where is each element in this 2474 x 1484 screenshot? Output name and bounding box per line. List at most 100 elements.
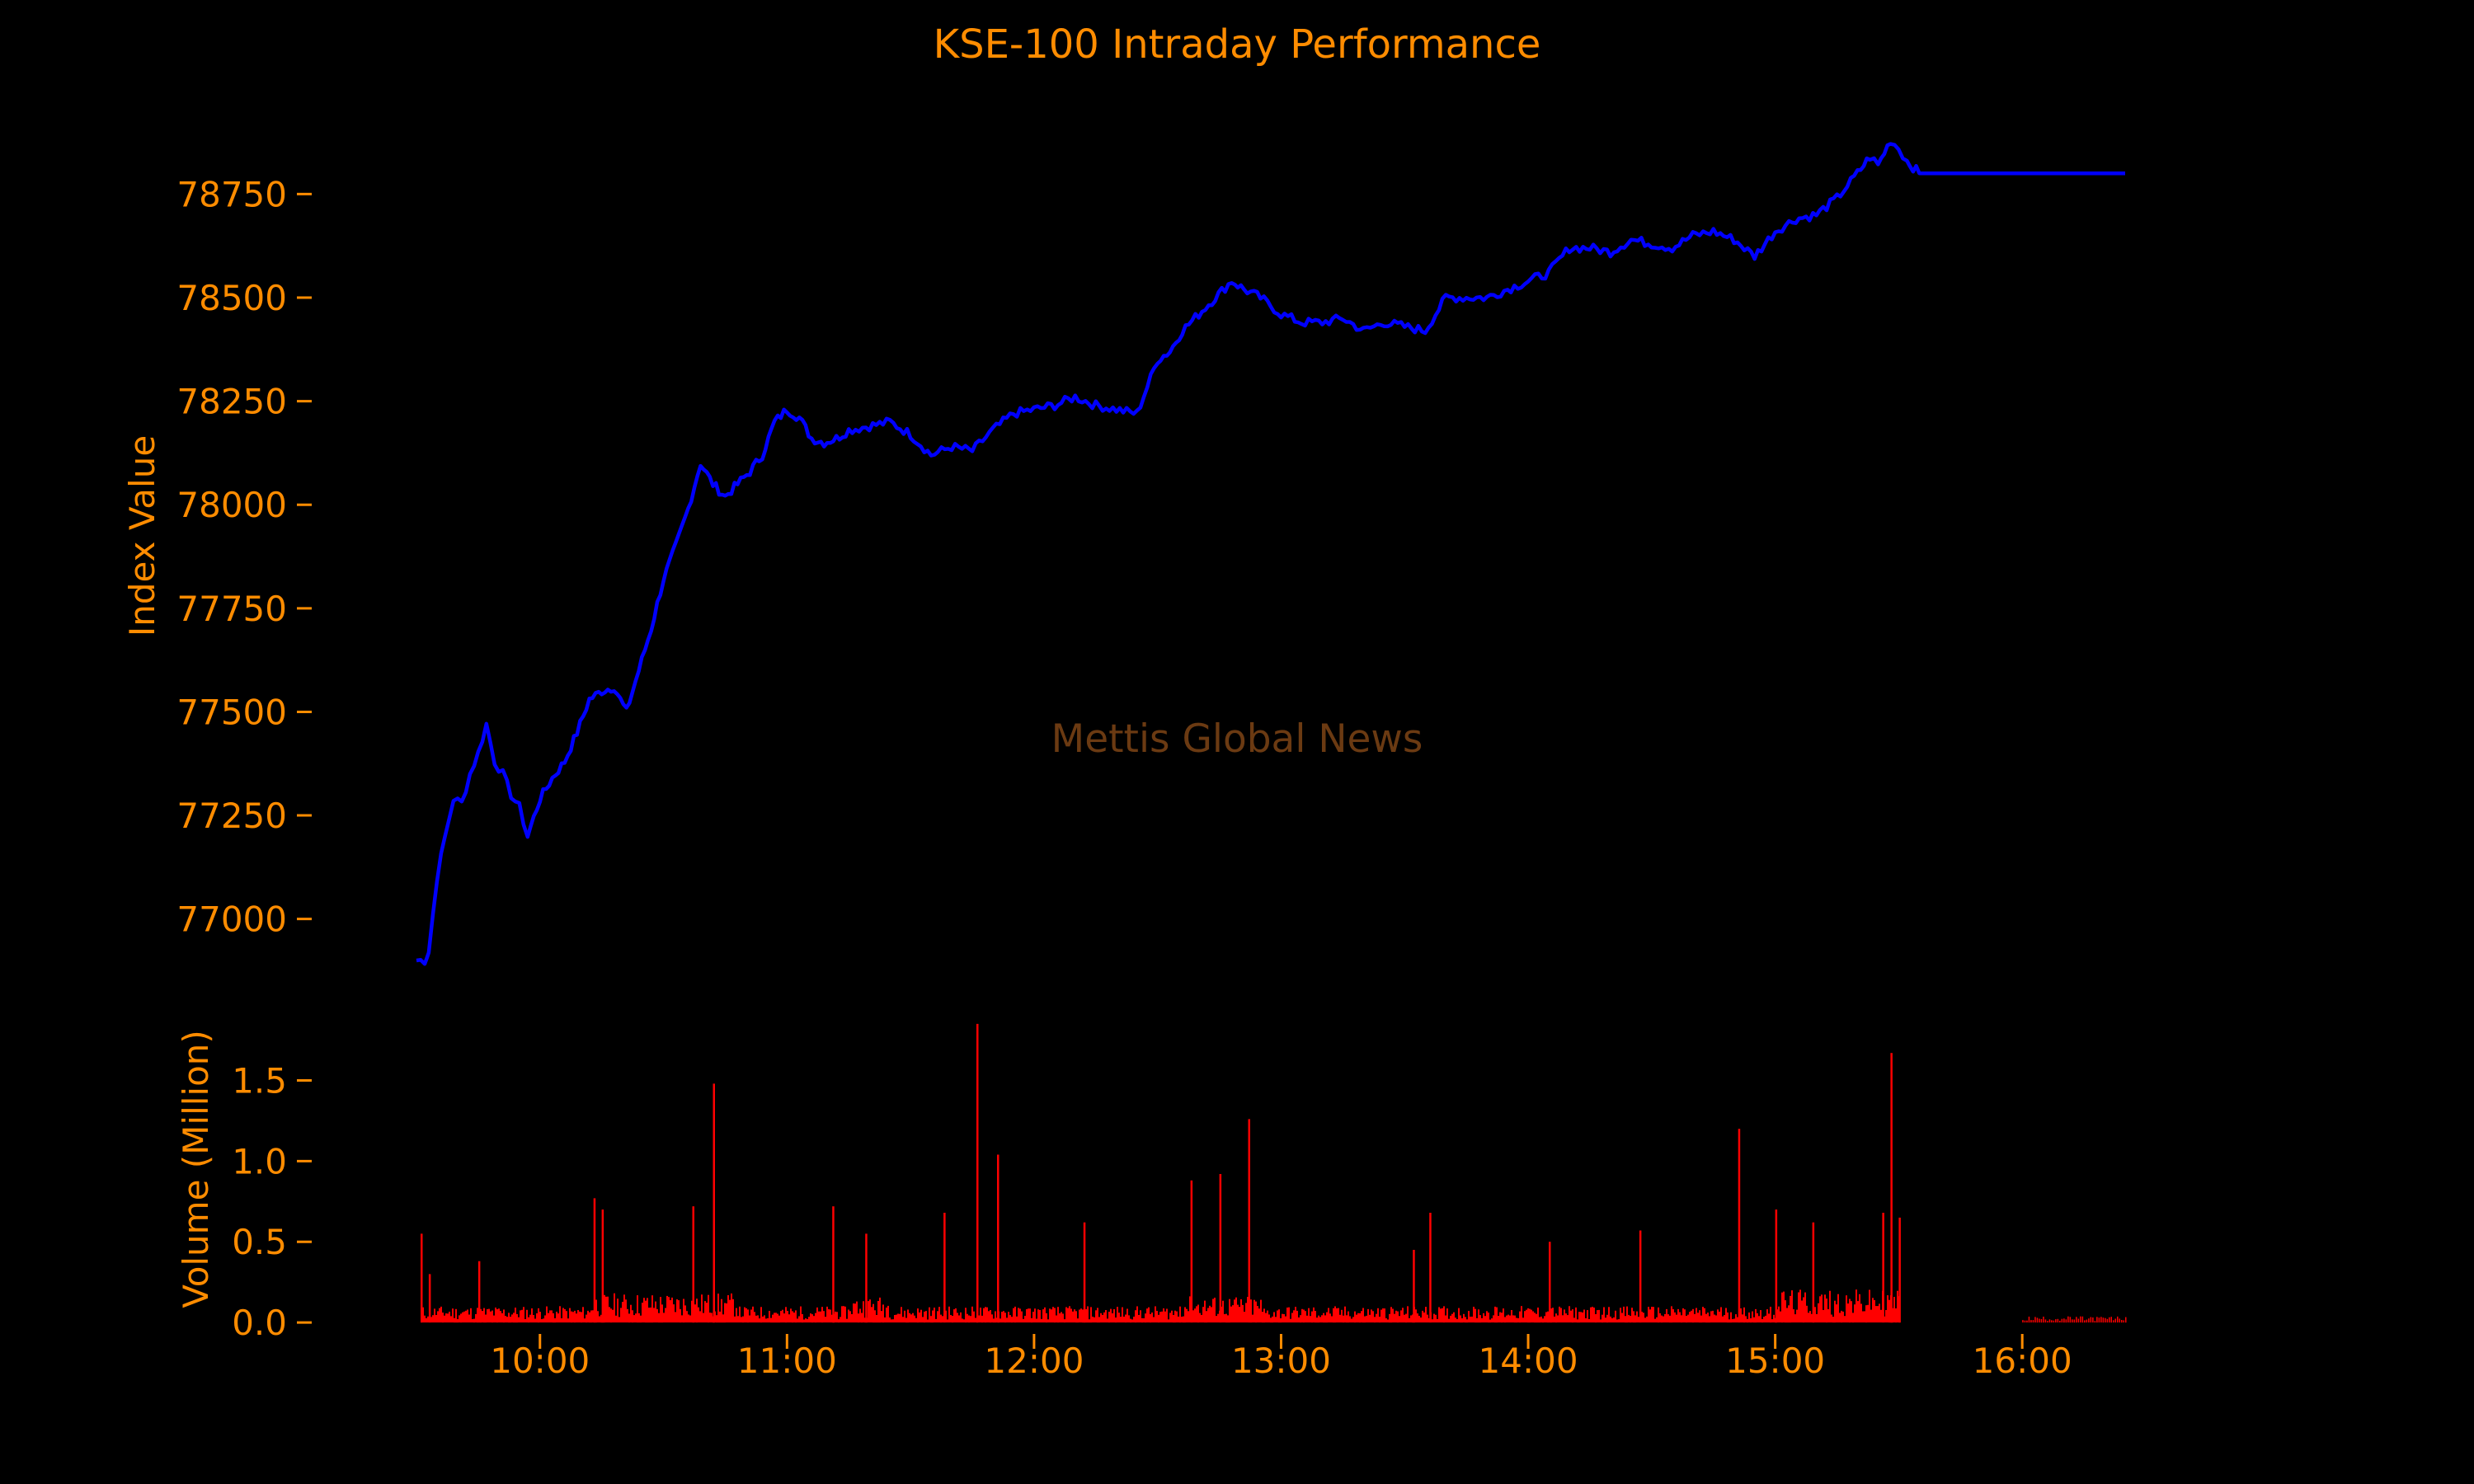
volume-bar: [546, 1306, 548, 1323]
volume-bar: [1090, 1307, 1092, 1323]
volume-bar: [1633, 1311, 1634, 1323]
volume-bar: [711, 1313, 713, 1323]
volume-bar: [950, 1315, 952, 1323]
volume-bar: [1687, 1314, 1689, 1323]
volume-bar: [1336, 1308, 1338, 1323]
volume-bar: [858, 1313, 859, 1323]
volume-bar: [736, 1308, 737, 1323]
volume-bar: [572, 1312, 574, 1323]
volume-bar: [958, 1315, 960, 1323]
volume-bar: [788, 1314, 790, 1323]
volume-spike: [1549, 1242, 1551, 1323]
volume-bar: [1433, 1313, 1435, 1323]
volume-bar: [1052, 1307, 1054, 1323]
volume-bar: [1534, 1313, 1536, 1323]
volume-bar: [1658, 1307, 1659, 1323]
volume-bar: [566, 1311, 567, 1323]
volume-bar: [1869, 1289, 1870, 1323]
volume-bar: [1479, 1315, 1481, 1323]
volume-bar: [1852, 1313, 1854, 1323]
volume-bar: [1799, 1289, 1801, 1323]
volume-bar: [1826, 1298, 1827, 1323]
volume-bar: [1659, 1313, 1661, 1323]
volume-bar: [1448, 1318, 1450, 1323]
volume-bar: [910, 1314, 912, 1323]
volume-bar: [1273, 1312, 1275, 1323]
volume-bar: [1085, 1308, 1087, 1323]
volume-bar: [703, 1313, 704, 1323]
volume-bar-closing: [2117, 1316, 2119, 1323]
volume-bar: [526, 1309, 528, 1323]
volume-bar: [673, 1304, 675, 1323]
volume-bar: [881, 1311, 882, 1323]
volume-bar: [1473, 1307, 1475, 1323]
volume-bar: [1410, 1315, 1412, 1323]
volume-bar: [1295, 1307, 1296, 1323]
volume-bar: [632, 1310, 633, 1323]
volume-bar: [500, 1311, 501, 1323]
volume-bar: [815, 1313, 816, 1323]
volume-bar: [1671, 1306, 1672, 1323]
volume-bar: [663, 1313, 665, 1323]
volume-bar: [628, 1313, 630, 1323]
volume-bar: [1682, 1308, 1684, 1323]
volume-bar: [1123, 1317, 1125, 1323]
volume-bar: [551, 1310, 553, 1323]
volume-bar: [1569, 1306, 1570, 1323]
volume-bar: [1446, 1308, 1448, 1323]
volume-bar: [1344, 1306, 1346, 1323]
volume-bar: [1808, 1313, 1809, 1323]
volume-bar: [1606, 1314, 1608, 1323]
volume-bar-closing: [2121, 1320, 2123, 1323]
volume-bar: [483, 1308, 485, 1323]
volume-bar: [1532, 1311, 1534, 1323]
volume-bar: [1511, 1310, 1512, 1323]
volume-bar: [1475, 1308, 1476, 1323]
volume-bar: [564, 1308, 566, 1323]
volume-bar: [757, 1315, 759, 1323]
volume-bar: [1870, 1309, 1872, 1323]
volume-bar: [802, 1314, 803, 1323]
volume-bar: [1148, 1307, 1150, 1323]
volume-bar: [1250, 1299, 1252, 1323]
volume-bar-closing: [2110, 1317, 2112, 1323]
volume-bar: [577, 1310, 579, 1323]
volume-bar: [1163, 1308, 1164, 1323]
volume-bar: [668, 1297, 670, 1323]
volume-bar: [1638, 1317, 1639, 1323]
volume-bar: [539, 1312, 541, 1323]
volume-bar: [1519, 1311, 1521, 1323]
volume-bar: [1061, 1312, 1062, 1323]
volume-bar: [868, 1301, 869, 1323]
volume-bar: [553, 1313, 554, 1323]
volume-bar: [534, 1318, 536, 1323]
volume-bar: [1572, 1309, 1573, 1323]
volume-bar: [520, 1310, 521, 1323]
volume-bar-closing: [2092, 1317, 2094, 1323]
volume-bar: [1829, 1290, 1831, 1323]
volume-bar: [1280, 1318, 1282, 1323]
volume-bar: [752, 1306, 754, 1323]
volume-bar: [1859, 1294, 1860, 1323]
volume-bar: [1244, 1312, 1245, 1323]
volume-bar: [689, 1315, 691, 1323]
volume-bar-closing: [2072, 1319, 2073, 1323]
volume-bar: [1712, 1310, 1714, 1323]
volume-bar: [1346, 1315, 1348, 1323]
volume-bar: [1864, 1311, 1865, 1323]
volume-bar: [1392, 1308, 1394, 1323]
volume-bar: [1780, 1311, 1781, 1323]
volume-bar: [609, 1307, 610, 1323]
volume-bar: [1834, 1300, 1836, 1323]
volume-bar: [1773, 1314, 1775, 1323]
volume-bar: [1536, 1313, 1537, 1323]
volume-bar: [475, 1313, 477, 1323]
volume-bar: [1418, 1316, 1420, 1323]
volume-bar: [721, 1298, 722, 1323]
volume-bar: [1509, 1315, 1511, 1323]
volume-bar: [1715, 1315, 1717, 1323]
volume-bar: [623, 1294, 625, 1323]
volume-bar: [1679, 1312, 1681, 1323]
volume-bar: [745, 1308, 747, 1323]
volume-bar: [1108, 1312, 1110, 1323]
